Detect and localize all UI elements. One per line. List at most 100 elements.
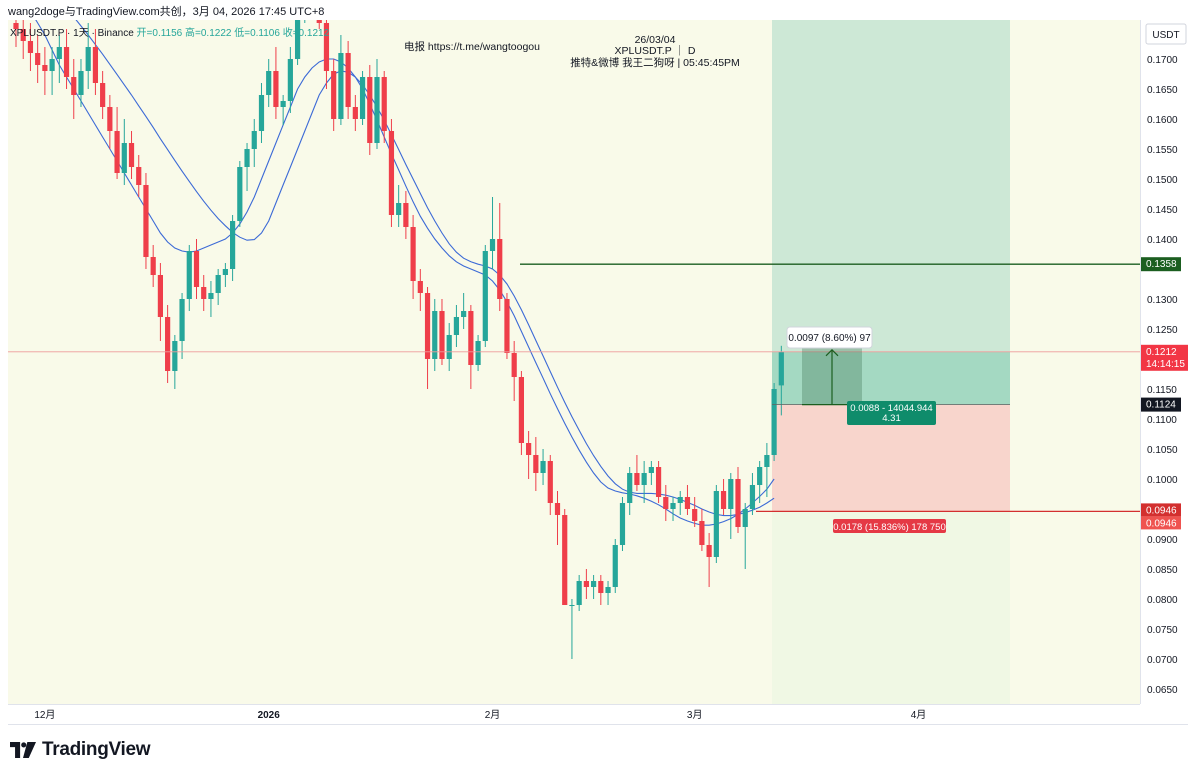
candle <box>208 281 214 317</box>
candle-body <box>619 503 626 545</box>
candle-body <box>100 83 106 107</box>
candle-body <box>692 509 698 521</box>
candle <box>757 461 763 503</box>
stop-price-badge-bg <box>1141 503 1181 517</box>
candle <box>619 497 626 551</box>
candle-body <box>461 311 467 317</box>
symbol-legend[interactable]: XPLUSDT.P · 1天 · Binance 开=0.1156 高=0.12… <box>10 26 330 39</box>
candle-body <box>771 389 777 455</box>
candle <box>258 83 265 143</box>
candle <box>432 299 438 371</box>
candle <box>381 71 387 143</box>
candle-body <box>42 65 48 71</box>
stop-price-badge-2[interactable]: 0.0946 <box>1141 516 1181 530</box>
candle-body <box>778 351 784 386</box>
entry-info-line-2: 4.31 <box>882 413 901 424</box>
stop-price-badge[interactable]: 0.0946 <box>1141 503 1181 517</box>
time-tick-label: 2026 <box>258 710 281 721</box>
candle <box>100 71 106 119</box>
candle <box>446 323 452 371</box>
candle <box>410 215 416 299</box>
candle <box>42 47 48 95</box>
candle-body <box>316 20 322 23</box>
candle-body <box>612 545 618 587</box>
candle <box>273 47 279 119</box>
watermark-date: 26/03/04 <box>635 34 676 46</box>
price-tick-label: 0.1050 <box>1147 445 1178 456</box>
candle <box>280 95 286 125</box>
target-price-badge-text: 0.1358 <box>1146 259 1177 270</box>
candle <box>771 383 777 461</box>
candle-body <box>150 257 156 275</box>
candle-body <box>699 521 705 545</box>
candle-body <box>497 239 503 299</box>
price-tick-label: 0.1600 <box>1147 115 1178 126</box>
candle-body <box>20 29 26 41</box>
candle-body <box>554 503 561 515</box>
candle-body <box>735 479 741 527</box>
candle <box>547 455 553 515</box>
current-price-label: 0.1212 <box>1146 347 1177 358</box>
candle-body <box>446 335 452 359</box>
candle <box>215 269 221 305</box>
profit-zone-filled <box>772 351 1010 405</box>
candle <box>20 20 26 59</box>
candle-body <box>251 131 257 149</box>
candle <box>742 503 748 569</box>
candle-body <box>648 467 654 473</box>
price-tick-label: 0.0850 <box>1147 565 1178 576</box>
candle-body <box>742 509 748 527</box>
target-price-badge[interactable]: 0.1358 <box>1141 257 1181 272</box>
candle <box>497 203 503 311</box>
candle-body <box>63 47 70 77</box>
price-tick-label: 0.1150 <box>1147 385 1177 396</box>
price-tick-label: 0.1700 <box>1147 55 1178 66</box>
candle <box>655 461 662 503</box>
tradingview-logo[interactable]: TradingView <box>10 739 151 761</box>
candle-body <box>720 491 727 509</box>
candle <box>540 449 546 485</box>
candle-body <box>634 473 640 485</box>
candle-body <box>179 299 185 341</box>
measure-label: 0.0097 (8.60%) 97 <box>788 333 871 344</box>
price-tick-label: 0.1400 <box>1147 235 1178 246</box>
price-tick-label: 0.1300 <box>1147 295 1178 306</box>
candle-body <box>475 341 481 365</box>
candle <box>251 119 257 167</box>
candle <box>634 455 640 491</box>
time-tick-label: 4月 <box>911 709 927 721</box>
candle <box>107 95 113 149</box>
candle-body <box>280 101 286 107</box>
entry-price-badge-bg <box>1141 397 1181 412</box>
candle-body <box>165 317 171 371</box>
price-tick-label: 0.1500 <box>1147 175 1178 186</box>
candle <box>63 29 70 89</box>
candle-body <box>757 467 763 485</box>
candle-body <box>764 455 770 467</box>
price-tick-label: 0.1550 <box>1147 145 1178 156</box>
candle <box>294 20 301 65</box>
candle <box>13 20 19 47</box>
candle <box>85 23 91 89</box>
candle <box>533 437 539 491</box>
candle <box>468 305 474 389</box>
stop-info-label: 0.0178 (15.836%) 178 750 <box>833 522 946 533</box>
candle <box>749 473 756 515</box>
currency-badge[interactable] <box>1145 23 1187 45</box>
candle <box>338 35 344 125</box>
candle-body <box>157 275 163 317</box>
candle-body <box>302 0 307 5</box>
candle <box>764 443 770 497</box>
candle <box>323 20 330 89</box>
candle <box>266 59 272 107</box>
price-tick-label: 0.0900 <box>1147 535 1178 546</box>
candle <box>591 575 597 599</box>
watermark-telegram: 电报 https://t.me/wangtoogou <box>404 40 540 53</box>
candle <box>302 0 307 23</box>
candle-body <box>749 485 756 509</box>
time-tick-label: 12月 <box>34 709 55 721</box>
time-tick-label: 2月 <box>485 709 501 721</box>
entry-price-badge[interactable]: 0.1124 <box>1141 397 1181 412</box>
